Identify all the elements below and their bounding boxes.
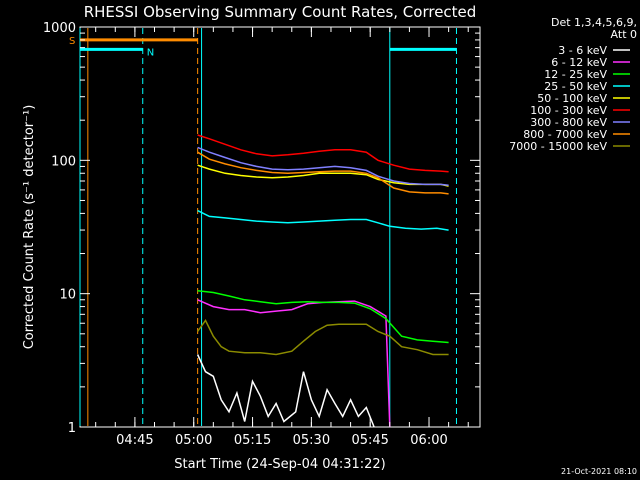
y-axis-label: Corrected Count Rate (s⁻¹ detector⁻¹) [22,105,37,350]
y-tick-label: 100 [51,154,76,169]
legend-entry-label: 3 - 6 keV [558,44,607,57]
legend-entry-label: 6 - 12 keV [551,56,607,69]
chart-title: RHESSI Observing Summary Count Rates, Co… [84,3,477,21]
series-line [197,151,449,195]
x-tick-label: 05:45 [351,433,388,448]
legend-entry-label: 300 - 800 keV [530,116,607,129]
y-tick-label: 1 [68,421,76,436]
legend-entry-label: 100 - 300 keV [530,104,607,117]
series-line [197,134,449,173]
series-line [197,209,449,231]
x-axis-label: Start Time (24-Sep-04 04:31:22) [174,457,385,472]
series-line [197,146,449,187]
plot-area: SN [69,26,481,428]
flag-label: N [147,47,154,58]
series-line [197,299,391,428]
series-line [197,290,449,344]
x-tick-label: 05:30 [293,433,330,448]
flag-label: S [69,36,75,47]
legend-entry-label: 800 - 7000 keV [523,128,607,141]
series-line [196,354,375,428]
legend-entry-label: 7000 - 15000 keV [509,140,607,153]
legend-header: Att 0 [611,28,637,41]
x-tick-label: 05:00 [175,433,212,448]
y-tick-label: 1000 [43,21,76,36]
legend-header: Det 1,3,4,5,6,9, [551,16,637,29]
footer-date: 21-Oct-2021 08:10 [561,467,637,476]
legend-entry-label: 50 - 100 keV [537,92,607,105]
x-tick-label: 04:45 [116,433,153,448]
x-tick-label: 06:00 [410,433,447,448]
x-tick-label: 05:15 [234,433,271,448]
series-line [196,318,449,356]
y-tick-label: 10 [59,288,76,303]
legend-entry-label: 12 - 25 keV [544,68,607,81]
legend-entry-label: 25 - 50 keV [544,80,607,93]
